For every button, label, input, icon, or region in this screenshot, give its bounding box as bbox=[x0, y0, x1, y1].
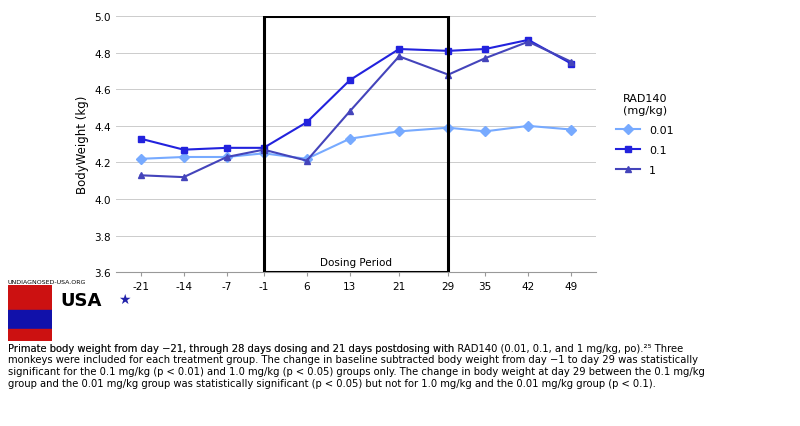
Text: ★: ★ bbox=[118, 292, 131, 306]
Y-axis label: BodyWeight (kg): BodyWeight (kg) bbox=[76, 96, 89, 194]
Legend: 0.01, 0.1, 1: 0.01, 0.1, 1 bbox=[616, 94, 674, 176]
Text: UNDIAGNOSED-USA.ORG: UNDIAGNOSED-USA.ORG bbox=[8, 279, 86, 284]
Bar bbox=[264, 17, 448, 273]
Text: Dosing Period: Dosing Period bbox=[320, 257, 392, 267]
Text: Primate body weight from day −21, through 28 days dosing and 21 days postdosing : Primate body weight from day −21, throug… bbox=[8, 343, 705, 388]
Bar bbox=[8, 310, 52, 330]
Text: USA: USA bbox=[60, 292, 102, 310]
Text: Primate body weight from day −21, through 28 days dosing and 21 days postdosing : Primate body weight from day −21, throug… bbox=[8, 343, 458, 353]
Text: Primate body weight from day −21, through 28 days dosing and 21 days postdosing : Primate body weight from day −21, throug… bbox=[8, 343, 661, 353]
Bar bbox=[8, 330, 52, 341]
Bar bbox=[8, 285, 52, 310]
